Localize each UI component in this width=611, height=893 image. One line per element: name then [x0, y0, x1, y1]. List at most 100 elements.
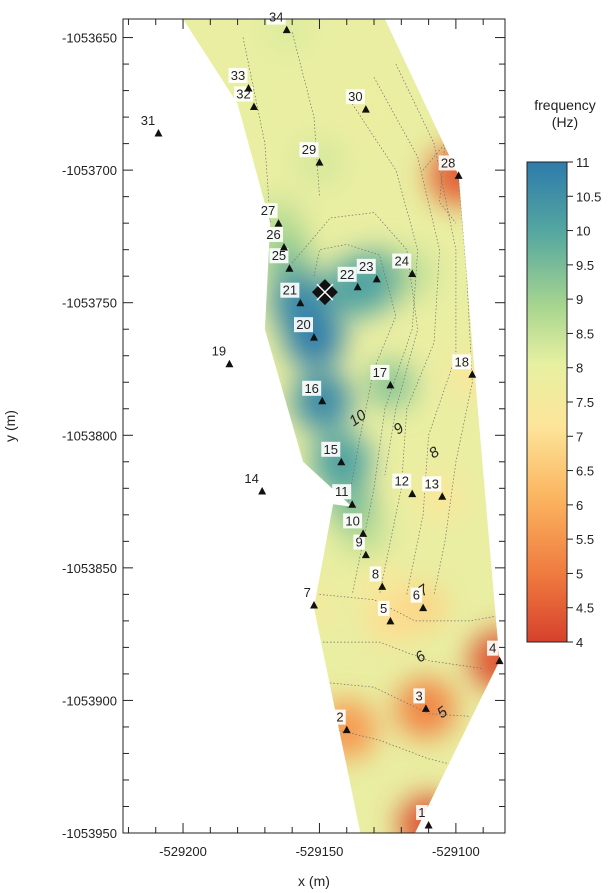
- y-tick-label: -1053900: [62, 693, 117, 708]
- station-label: 14: [244, 471, 258, 486]
- station-marker: [378, 582, 387, 590]
- contour-line: [291, 32, 320, 197]
- station-label-bg: [369, 566, 382, 582]
- station-label: 24: [394, 254, 408, 269]
- y-tick-label: -1053650: [62, 31, 117, 46]
- station-label: 27: [261, 203, 275, 218]
- station-marker: [468, 370, 477, 378]
- frequency-field: [183, 19, 500, 833]
- colorbar-tick-label: 10.5: [576, 189, 601, 204]
- station-label: 7: [304, 585, 311, 600]
- station-label: 12: [394, 474, 408, 489]
- station-label: 4: [489, 641, 496, 656]
- station-label: 3: [416, 688, 423, 703]
- station-label-bg: [334, 709, 346, 725]
- station-marker: [342, 725, 351, 734]
- station-label-bg: [301, 584, 313, 600]
- x-axis-label: x (m): [298, 873, 330, 889]
- station-label: 19: [212, 344, 226, 359]
- station-label: 29: [302, 142, 316, 157]
- station-label: 34: [269, 10, 283, 25]
- station-label: 22: [340, 267, 354, 282]
- station-label: 31: [141, 113, 155, 128]
- colorbar-title-line2: (Hz): [552, 114, 578, 130]
- station-label-bg: [356, 258, 376, 274]
- station-label: 1: [418, 805, 425, 820]
- station-label-bg: [299, 142, 319, 158]
- station-label-bg: [263, 227, 283, 243]
- station-label: 5: [380, 601, 387, 616]
- colorbar-tick-label: 8.5: [576, 326, 594, 341]
- station-marker: [438, 492, 447, 500]
- contour-line: [422, 142, 457, 224]
- station-label-bg: [370, 364, 390, 380]
- station-marker: [285, 264, 294, 272]
- station-label: 13: [425, 476, 439, 491]
- station-label: 21: [283, 283, 297, 298]
- station-label-bg: [209, 343, 229, 359]
- colorbar-tick-label: 5.5: [576, 532, 594, 547]
- station-marker: [296, 298, 305, 307]
- station-marker: [282, 25, 291, 34]
- station-label-bg: [258, 203, 278, 219]
- colorbar-tick-label: 6.5: [576, 464, 594, 479]
- station-marker: [249, 102, 258, 110]
- contour-line: [324, 726, 462, 768]
- station-label-bg: [345, 89, 365, 105]
- station-label-bg: [422, 476, 442, 492]
- station-marker: [421, 704, 430, 712]
- contour-line: [417, 50, 473, 595]
- contour-line: [351, 103, 419, 595]
- station-label-bg: [269, 248, 289, 264]
- colorbar-tick-label: 5: [576, 566, 583, 581]
- source-cross-b: [316, 283, 334, 301]
- station-marker: [424, 821, 433, 829]
- station-label: 10: [345, 513, 359, 528]
- station-marker: [279, 243, 288, 251]
- station-marker: [361, 105, 370, 113]
- station-marker: [419, 603, 428, 612]
- station-marker: [244, 83, 253, 92]
- station-label: 33: [231, 68, 245, 83]
- source-marker: [311, 279, 338, 306]
- station-label-bg: [410, 587, 423, 603]
- contour-line: [242, 37, 271, 224]
- station-label: 2: [336, 710, 343, 725]
- colorbar-tick-label: 7.5: [576, 395, 594, 410]
- y-tick-label: -1053850: [62, 561, 117, 576]
- contour-line: [319, 594, 500, 622]
- station-marker: [310, 600, 318, 609]
- station-label: 6: [413, 588, 420, 603]
- station-marker: [274, 219, 283, 227]
- station-label: 16: [304, 381, 318, 396]
- colorbar-gradient: [526, 161, 568, 643]
- station-marker: [495, 656, 504, 665]
- station-marker: [348, 500, 357, 508]
- y-tick-label: -1053950: [62, 826, 117, 841]
- station-label: 23: [359, 259, 373, 274]
- x-tick-label: -529200: [159, 844, 207, 859]
- station-label-bg: [332, 484, 352, 500]
- station-marker: [408, 489, 417, 498]
- colorbar-tick-label: 9.5: [576, 258, 594, 273]
- station-marker: [310, 333, 318, 341]
- station-marker: [154, 129, 163, 137]
- station-label-bg: [438, 155, 458, 171]
- contour-line: [313, 244, 397, 510]
- contour-line: [395, 63, 457, 595]
- y-tick-label: -1053750: [62, 296, 117, 311]
- station-label-bg: [266, 9, 286, 25]
- station-label-bg: [377, 600, 390, 616]
- colorbar-tick-label: 4: [576, 635, 583, 650]
- colorbar-tick-label: 7: [576, 429, 583, 444]
- station-label: 30: [348, 89, 362, 104]
- station-label-bg: [353, 534, 365, 550]
- station-label-bg: [392, 473, 412, 489]
- station-label-bg: [343, 513, 363, 529]
- station-label: 20: [296, 317, 310, 332]
- station-label-bg: [416, 805, 428, 821]
- station-marker: [337, 457, 346, 466]
- station-label-bg: [452, 354, 472, 370]
